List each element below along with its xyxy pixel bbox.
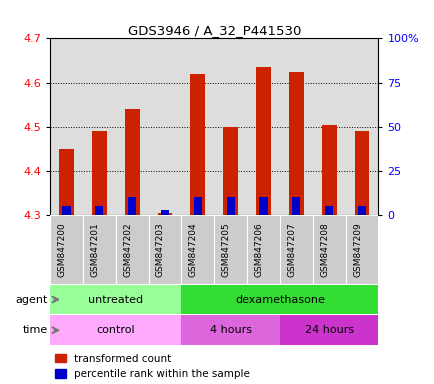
FancyBboxPatch shape <box>115 215 148 284</box>
Text: GSM847208: GSM847208 <box>319 222 329 277</box>
Text: GSM847201: GSM847201 <box>90 222 99 277</box>
Bar <box>357 206 365 215</box>
Bar <box>161 210 169 215</box>
FancyBboxPatch shape <box>279 316 378 345</box>
FancyBboxPatch shape <box>181 215 214 284</box>
Text: GSM847202: GSM847202 <box>123 222 132 276</box>
Bar <box>259 197 267 215</box>
Bar <box>226 197 234 215</box>
Bar <box>354 131 368 215</box>
Bar <box>256 67 270 215</box>
FancyBboxPatch shape <box>247 215 279 284</box>
Bar <box>128 197 136 215</box>
FancyBboxPatch shape <box>279 215 312 284</box>
FancyBboxPatch shape <box>82 215 115 284</box>
Bar <box>62 206 70 215</box>
FancyBboxPatch shape <box>214 215 247 284</box>
Text: dexamethasone: dexamethasone <box>234 295 324 305</box>
Text: GSM847203: GSM847203 <box>156 222 164 277</box>
FancyBboxPatch shape <box>345 215 378 284</box>
Title: GDS3946 / A_32_P441530: GDS3946 / A_32_P441530 <box>127 24 300 37</box>
Bar <box>92 131 106 215</box>
Text: GSM847204: GSM847204 <box>188 222 197 276</box>
Text: GSM847209: GSM847209 <box>352 222 361 277</box>
Bar <box>125 109 139 215</box>
Bar <box>324 206 332 215</box>
FancyBboxPatch shape <box>50 316 181 345</box>
Legend: transformed count, percentile rank within the sample: transformed count, percentile rank withi… <box>55 354 249 379</box>
Text: 24 hours: 24 hours <box>304 325 353 335</box>
Text: 4 hours: 4 hours <box>209 325 251 335</box>
Bar <box>292 197 300 215</box>
FancyBboxPatch shape <box>312 215 345 284</box>
FancyBboxPatch shape <box>148 215 181 284</box>
FancyBboxPatch shape <box>181 316 279 345</box>
Text: agent: agent <box>16 295 48 305</box>
Bar <box>321 124 336 215</box>
Text: GSM847205: GSM847205 <box>221 222 230 277</box>
Text: untreated: untreated <box>88 295 143 305</box>
Bar <box>95 206 103 215</box>
Text: GSM847206: GSM847206 <box>254 222 263 277</box>
Bar <box>223 127 237 215</box>
Text: time: time <box>23 325 48 335</box>
FancyBboxPatch shape <box>50 215 82 284</box>
Bar <box>59 149 74 215</box>
Bar <box>157 213 172 215</box>
FancyBboxPatch shape <box>50 285 181 314</box>
Bar <box>190 74 205 215</box>
Bar <box>288 71 303 215</box>
Text: control: control <box>96 325 135 335</box>
Text: GSM847200: GSM847200 <box>57 222 66 277</box>
Text: GSM847207: GSM847207 <box>287 222 296 277</box>
FancyBboxPatch shape <box>181 285 378 314</box>
Bar <box>193 197 201 215</box>
